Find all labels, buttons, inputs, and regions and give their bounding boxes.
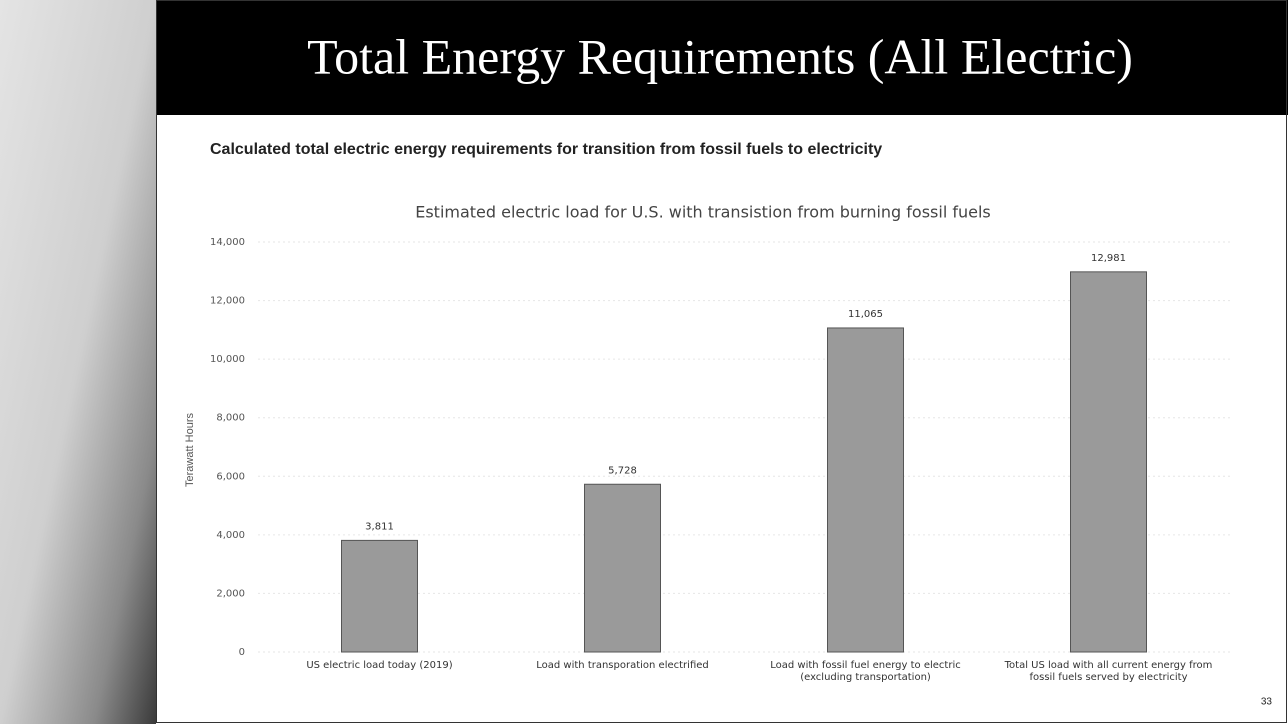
x-tick-label: Total US load with all current energy fr… [1004,660,1213,683]
value-label: 11,065 [848,309,883,320]
bar [1070,271,1147,653]
value-label: 5,728 [608,465,637,476]
y-tick-label: 14,000 [210,237,245,248]
side-image [0,0,156,724]
y-tick-label: 4,000 [216,530,245,541]
y-tick-label: 8,000 [216,413,245,424]
chart-title: Estimated electric load for U.S. with tr… [415,203,991,222]
y-tick-label: 0 [239,647,245,658]
bar [584,483,661,653]
x-tick-label: Load with transporation electrified [536,660,709,671]
x-tick-label: US electric load today (2019) [306,660,453,671]
y-tick-label: 10,000 [210,354,245,365]
y-axis-label: Terawatt Hours [184,413,196,487]
slide-border [156,0,1287,723]
slide-title: Total Energy Requirements (All Electric) [307,28,1133,84]
y-tick-label: 2,000 [216,588,245,599]
page-number: 33 [1261,697,1273,708]
y-tick-label: 6,000 [216,471,245,482]
x-tick-label: Load with fossil fuel energy to electric… [770,660,961,683]
header-band [156,0,1288,115]
value-label: 3,811 [365,521,394,532]
value-label: 12,981 [1091,253,1126,264]
y-tick-label: 12,000 [210,296,245,307]
slide-subtitle: Calculated total electric energy require… [210,141,882,158]
bar [827,327,904,653]
bar [341,539,418,653]
